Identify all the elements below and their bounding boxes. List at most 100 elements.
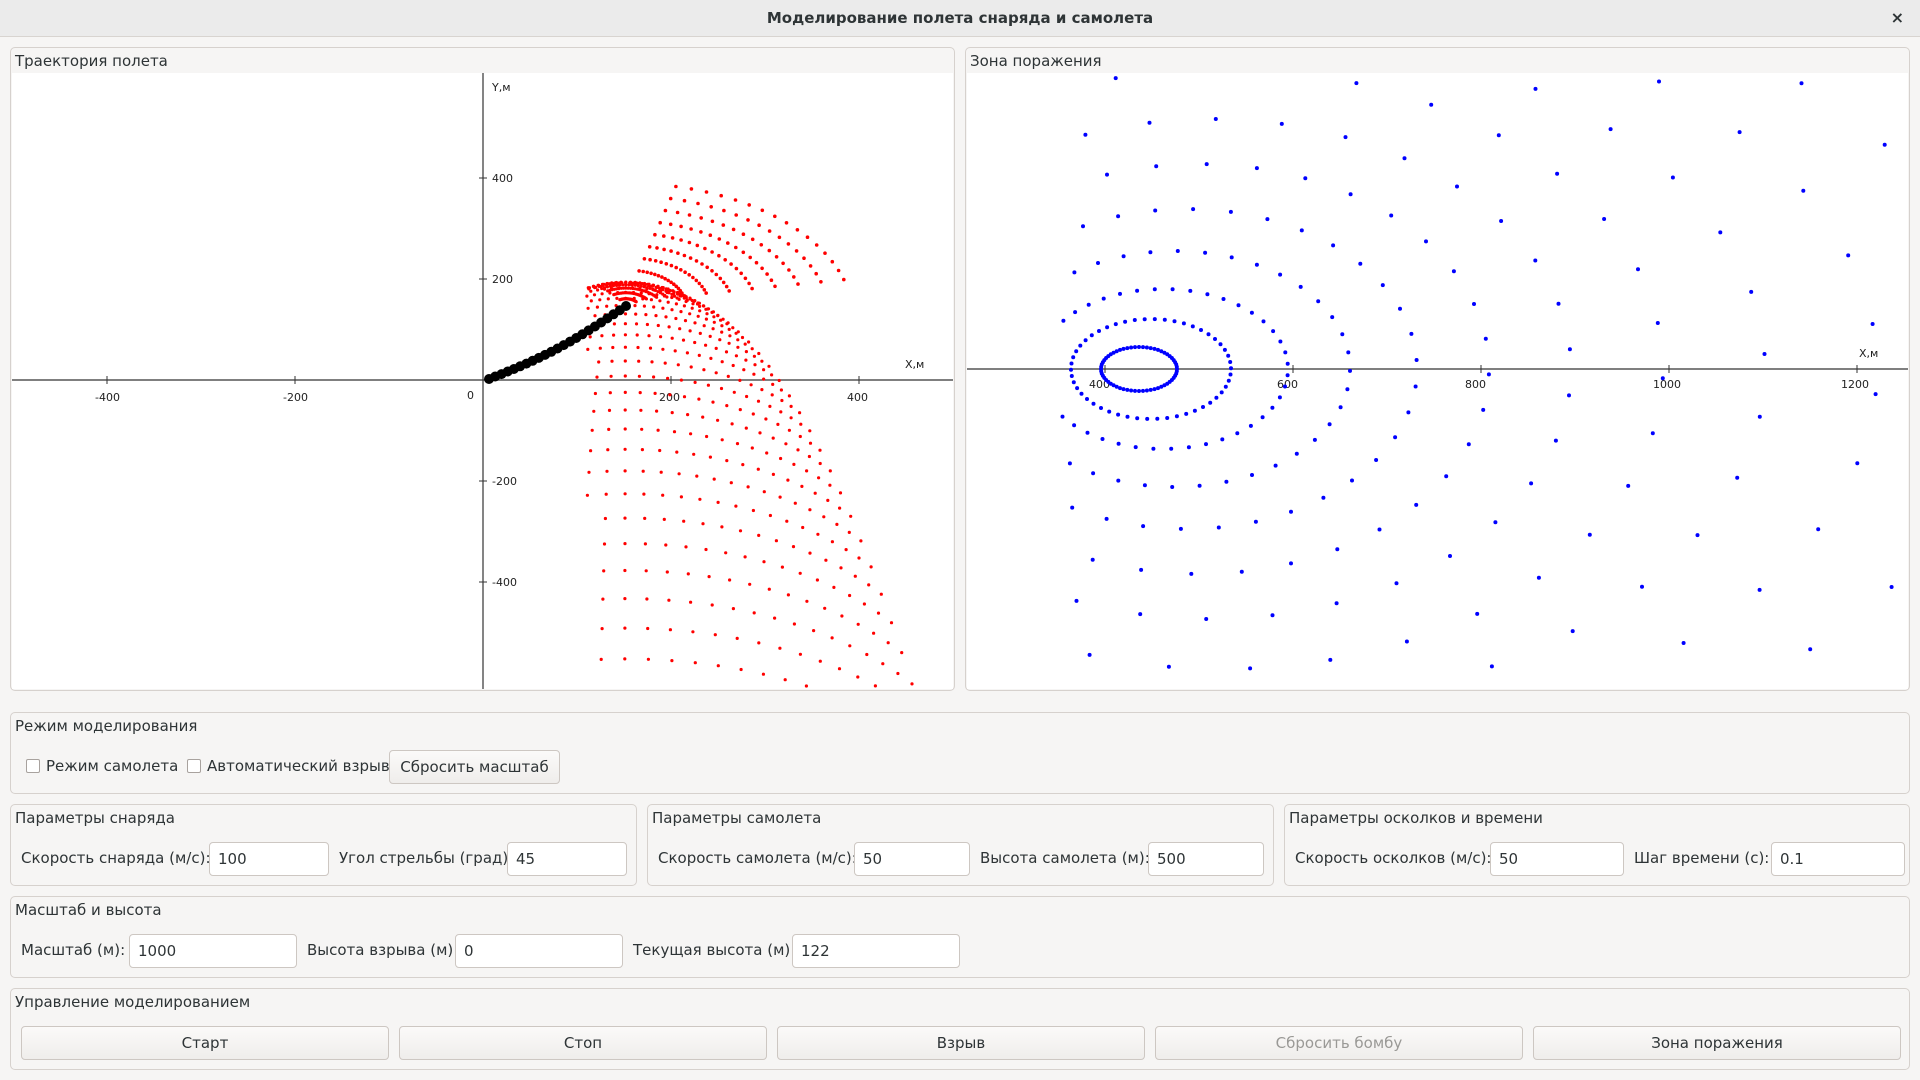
auto-burst-checkbox-box[interactable] — [187, 759, 201, 773]
fragment-point — [684, 545, 688, 549]
kill-zone-point — [1393, 435, 1398, 440]
fragment-point — [612, 333, 616, 337]
projectile-speed-input[interactable] — [209, 842, 329, 876]
kill-zone-plot[interactable]: 400 600 800 1000 1200 X,м — [967, 73, 1908, 689]
fragment-point — [712, 320, 716, 324]
trajectory-y-tick-label: 400 — [492, 172, 513, 185]
fragment-point — [724, 551, 728, 555]
fragment-point — [612, 293, 616, 297]
fragment-point — [623, 374, 627, 378]
kill-zone-button[interactable]: Зона поражения — [1533, 1026, 1901, 1060]
kill-zone-point — [1261, 319, 1266, 324]
kill-zone-point — [1188, 288, 1193, 293]
fragment-point — [697, 281, 702, 286]
kill-zone-point — [1377, 527, 1382, 532]
trajectory-y-tick-label: -400 — [492, 576, 517, 589]
auto-burst-checkbox[interactable]: Автоматический взрыв — [187, 757, 390, 775]
fragment-point — [798, 434, 802, 439]
fragment-point — [727, 341, 731, 345]
fragment-point — [623, 359, 627, 363]
kill-zone-point — [1091, 471, 1096, 476]
fragment-point — [586, 306, 590, 310]
firing-angle-input[interactable] — [507, 842, 627, 876]
fragment-point — [731, 227, 736, 232]
fragment-point — [623, 345, 628, 349]
stop-button[interactable]: Стоп — [399, 1026, 767, 1060]
fragment-point — [752, 611, 756, 615]
start-button[interactable]: Старт — [21, 1026, 389, 1060]
fragment-speed-input[interactable] — [1490, 842, 1624, 876]
fragment-point — [666, 300, 670, 304]
trajectory-title: Траектория полета — [15, 52, 168, 70]
fragment-point — [658, 289, 663, 293]
kill-zone-point — [1090, 557, 1095, 562]
reset-scale-button[interactable]: Сбросить масштаб — [389, 750, 560, 784]
kill-zone-point — [1250, 473, 1254, 477]
fragment-point — [662, 234, 666, 238]
fragment-point — [597, 284, 601, 288]
fragment-point — [838, 506, 842, 510]
fragment-point — [708, 455, 713, 459]
fragment-point — [787, 394, 792, 398]
fragment-point — [704, 307, 708, 311]
kill-zone-point — [1451, 269, 1456, 274]
fragment-point — [873, 684, 878, 688]
burst-button[interactable]: Взрыв — [777, 1026, 1145, 1060]
plane-speed-input[interactable] — [854, 842, 970, 876]
kill-zone-point — [1071, 355, 1076, 360]
fragment-point — [623, 333, 628, 337]
fragment-point — [674, 184, 678, 189]
kill-zone-point — [1105, 172, 1109, 177]
fragment-point — [664, 262, 669, 266]
plane-mode-checkbox[interactable]: Режим самолета — [26, 757, 178, 775]
fragment-point — [600, 334, 604, 338]
trajectory-plot[interactable]: -400 -200 200 400 400 200 -200 -400 0 X,м Y,м — [12, 73, 953, 689]
fragment-point — [667, 325, 671, 329]
kill-zone-point — [1248, 666, 1253, 671]
fragment-point — [637, 359, 641, 363]
fragment-point — [647, 292, 651, 296]
fragment-point — [744, 358, 748, 362]
fragment-point — [646, 626, 650, 631]
fragment-point — [643, 516, 647, 520]
kill-zone-point — [1121, 346, 1126, 351]
fragment-point — [665, 290, 669, 295]
fragment-point — [728, 334, 732, 338]
kill-zone-point — [1278, 339, 1283, 344]
kill-zone-point — [1219, 390, 1224, 395]
current-height-input[interactable] — [792, 934, 960, 968]
burst-height-input[interactable] — [455, 934, 623, 968]
fragment-point — [762, 368, 766, 372]
fragment-point — [808, 429, 812, 433]
fragment-point — [746, 485, 750, 489]
kill-zone-canvas[interactable]: 400 600 800 1000 1200 X,м — [967, 73, 1908, 689]
fragment-point — [679, 224, 683, 229]
plane-mode-checkbox-box[interactable] — [26, 759, 40, 773]
kill-zone-point — [1142, 317, 1147, 322]
fragment-point — [692, 452, 696, 456]
scale-label: Масштаб (м): — [21, 941, 126, 959]
fragment-point — [706, 307, 711, 311]
plane-height-input[interactable] — [1148, 842, 1264, 876]
drop-bomb-button: Сбросить бомбу — [1155, 1026, 1523, 1060]
kill-zone-point — [1081, 224, 1085, 229]
fragment-point — [726, 241, 730, 245]
kill-zone-point — [1414, 358, 1419, 362]
kill-zone-point — [1533, 258, 1538, 263]
kill-zone-point — [1289, 509, 1293, 514]
kill-zone-point — [1118, 347, 1122, 352]
kill-zone-point — [1085, 430, 1090, 435]
scale-input[interactable] — [129, 934, 297, 968]
time-step-input[interactable] — [1771, 842, 1905, 876]
close-icon[interactable]: × — [1890, 8, 1904, 27]
trajectory-canvas[interactable]: -400 -200 200 400 400 200 -200 -400 0 X,м Y,м — [12, 73, 953, 689]
fragment-params-title: Параметры осколков и времени — [1289, 809, 1543, 827]
kill-zone-point — [1265, 217, 1270, 222]
kill-zone-point — [1132, 318, 1137, 322]
kill-zone-point — [1533, 86, 1538, 91]
fragment-point — [589, 289, 593, 293]
fragment-point — [817, 476, 821, 480]
fragment-point — [783, 678, 787, 682]
kill-zone-point — [1737, 130, 1742, 135]
fragment-point — [886, 641, 890, 645]
